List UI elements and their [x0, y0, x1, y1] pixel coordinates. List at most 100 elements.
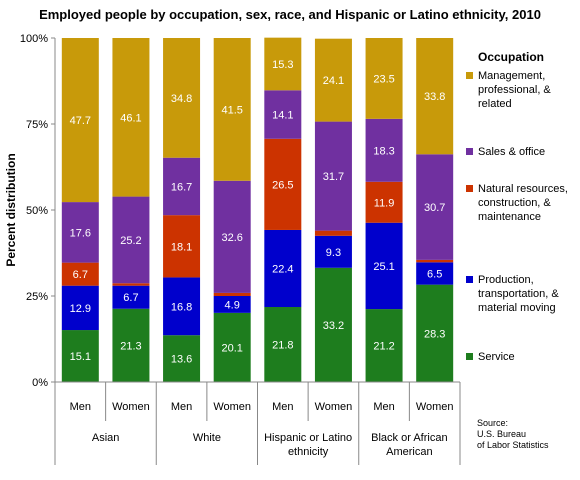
x-tick-label: Men	[171, 401, 192, 413]
bar-segment	[314, 267, 352, 382]
bar-segment	[112, 308, 150, 382]
bar-segment	[416, 154, 454, 260]
x-group-label: American	[386, 446, 432, 458]
x-tick-label: Men	[272, 401, 293, 413]
data-label: 14.1	[272, 110, 293, 122]
legend-swatch	[466, 185, 473, 192]
data-label: 46.1	[120, 112, 141, 124]
bar-segment	[61, 38, 99, 203]
bar-segment	[163, 215, 201, 278]
bar-segment	[365, 118, 403, 182]
data-label: 6.7	[123, 292, 138, 304]
y-tick-label: 0%	[32, 377, 48, 389]
bar-segment	[112, 38, 150, 197]
data-label: 17.6	[70, 227, 91, 239]
data-label: 47.7	[70, 115, 91, 127]
data-label: 25.2	[120, 235, 141, 247]
bar-segment	[163, 38, 201, 158]
data-label: 21.2	[373, 341, 394, 353]
source-line: of Labor Statistics	[477, 440, 549, 450]
data-label: 15.1	[70, 351, 91, 363]
bar-segment	[61, 202, 99, 263]
x-tick-label: Women	[213, 401, 251, 413]
data-label: 13.6	[171, 354, 192, 366]
data-label: 18.3	[373, 145, 394, 157]
x-tick-label: Men	[373, 401, 394, 413]
bar-segment	[314, 235, 352, 268]
bar-segment	[314, 38, 352, 122]
data-label: 24.1	[323, 75, 344, 87]
data-label: 21.8	[272, 340, 293, 352]
x-group-label: Asian	[92, 432, 120, 444]
data-label: 33.8	[424, 91, 445, 103]
data-label: 28.3	[424, 328, 445, 340]
data-label: 30.7	[424, 202, 445, 214]
legend: Occupation Management, professional, & r…	[466, 50, 578, 363]
bar-segment	[112, 285, 150, 309]
data-label: 6.7	[73, 269, 88, 281]
data-label: 9.3	[326, 247, 341, 259]
bar-segment	[416, 284, 454, 382]
bar-segment	[213, 296, 251, 313]
y-tick-label: 50%	[26, 205, 48, 217]
y-tick-label: 75%	[26, 119, 48, 131]
data-label: 11.9	[374, 197, 395, 209]
bar-segment	[416, 262, 454, 285]
bar-segment	[61, 285, 99, 331]
data-label: 6.5	[427, 268, 442, 280]
bar-segment	[314, 230, 352, 236]
legend-label: Production, transportation, & material m…	[478, 274, 559, 314]
bar-segment	[163, 157, 201, 216]
data-label: 21.3	[120, 340, 141, 352]
bar-segment	[61, 262, 99, 286]
data-label: 33.2	[323, 320, 344, 332]
data-label: 22.4	[272, 263, 293, 275]
bar-segment	[213, 38, 251, 181]
bar-segment	[61, 330, 99, 382]
data-label: 12.9	[70, 303, 91, 315]
bar-segment	[416, 259, 454, 263]
bar-segment	[163, 335, 201, 382]
data-label: 25.1	[373, 261, 394, 273]
source-line: U.S. Bureau	[477, 429, 527, 439]
data-label: 4.9	[225, 299, 240, 311]
x-tick-label: Women	[315, 401, 353, 413]
bar-segment	[213, 312, 251, 382]
data-label: 34.8	[171, 93, 192, 105]
bar-segment	[264, 138, 302, 230]
x-tick-label: Women	[416, 401, 454, 413]
bar-segment	[365, 222, 403, 310]
bar-segment	[163, 277, 201, 336]
x-group-label: Black or African	[371, 432, 447, 444]
bar-segment	[213, 180, 251, 293]
x-group-label: White	[193, 432, 221, 444]
bar-segment	[416, 38, 454, 155]
source-line: Source:	[477, 418, 509, 428]
legend-title: Occupation	[478, 50, 545, 64]
data-label: 23.5	[373, 73, 394, 85]
bar-segment	[213, 292, 251, 296]
data-label: 20.1	[221, 342, 242, 354]
x-group-label: Hispanic or Latino	[264, 432, 352, 444]
bar-segment	[365, 38, 403, 119]
data-label: 15.3	[272, 59, 293, 71]
y-tick-label: 100%	[20, 33, 48, 45]
data-label: 16.7	[171, 181, 192, 193]
data-label: 31.7	[323, 171, 344, 183]
data-label: 32.6	[221, 232, 242, 244]
data-label: 26.5	[272, 179, 293, 191]
chart-title: Employed people by occupation, sex, race…	[39, 7, 541, 22]
source-note: Source: U.S. Bureau of Labor Statistics	[477, 418, 549, 451]
bar-segment	[365, 181, 403, 223]
legend-swatch	[466, 148, 473, 155]
bar-segment	[264, 229, 302, 308]
bar-segment	[264, 307, 302, 382]
x-tick-label: Women	[112, 401, 150, 413]
data-label: 18.1	[171, 241, 192, 253]
bar-segment	[112, 283, 150, 286]
legend-swatch	[466, 72, 473, 79]
y-axis-title: Percent distribution	[4, 153, 18, 266]
legend-label: Management, professional, & related	[478, 70, 551, 110]
y-tick-label: 25%	[26, 291, 48, 303]
